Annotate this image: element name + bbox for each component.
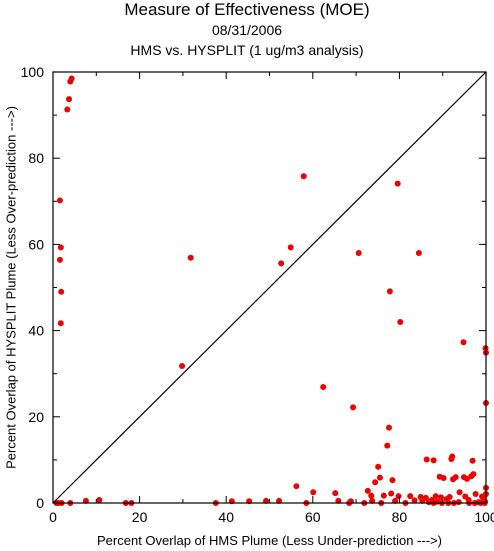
reference-diagonal-line	[52, 71, 487, 504]
data-point	[380, 492, 387, 499]
x-tick-label: 60	[305, 509, 321, 525]
data-point	[469, 457, 476, 464]
data-point	[415, 250, 422, 257]
data-point	[472, 490, 479, 497]
data-point	[376, 474, 383, 481]
data-point	[310, 489, 317, 496]
data-point	[278, 260, 285, 267]
data-point	[56, 197, 63, 204]
data-point	[411, 497, 418, 504]
data-point	[96, 496, 103, 503]
y-tick-label: 20	[28, 409, 44, 425]
x-axis-label: Percent Overlap of HMS Plume (Less Under…	[97, 533, 442, 548]
data-point	[372, 479, 379, 486]
y-tick-label: 60	[28, 236, 44, 252]
data-point	[364, 487, 371, 494]
data-point	[335, 497, 342, 504]
data-point	[179, 362, 186, 369]
x-tick-label: 0	[49, 509, 57, 525]
data-point	[449, 453, 456, 460]
data-point	[320, 384, 327, 391]
data-point	[452, 474, 459, 481]
data-point	[460, 339, 467, 346]
data-point	[440, 475, 447, 482]
data-point	[388, 490, 395, 497]
data-point	[386, 288, 393, 295]
data-point	[68, 75, 75, 82]
data-point	[463, 475, 470, 482]
data-point	[56, 256, 63, 263]
data-point	[350, 404, 357, 411]
data-point	[422, 494, 429, 501]
data-point	[482, 498, 489, 505]
data-point	[375, 463, 382, 470]
data-point	[423, 456, 430, 463]
data-point	[287, 244, 294, 251]
x-tick-label: 20	[132, 509, 148, 525]
data-point	[369, 497, 376, 504]
x-tick-label: 100	[474, 509, 494, 525]
data-point	[263, 497, 270, 504]
data-point	[332, 490, 339, 497]
data-point	[300, 173, 307, 180]
chart-subtitle: HMS vs. HYSPLIT (1 ug/m3 analysis)	[130, 42, 364, 58]
x-tick-label: 40	[218, 509, 234, 525]
data-point	[397, 318, 404, 325]
data-point	[394, 180, 401, 187]
data-point	[66, 96, 73, 103]
data-point	[430, 457, 437, 464]
data-point	[58, 288, 65, 295]
y-axis-label: Percent Overlap of HYSPLIT Plume (Less O…	[3, 106, 18, 469]
chart-date: 08/31/2006	[211, 22, 283, 38]
data-point	[57, 244, 64, 251]
data-point	[368, 492, 375, 499]
data-point	[455, 499, 462, 506]
data-point	[187, 254, 194, 261]
data-point	[384, 442, 391, 449]
data-point	[432, 493, 439, 500]
data-point	[392, 497, 399, 504]
data-point	[57, 320, 64, 327]
data-point	[437, 494, 444, 501]
data-point	[470, 471, 477, 478]
data-point	[276, 497, 283, 504]
y-tick-label: 0	[36, 495, 44, 511]
chart-title: Measure of Effectiveness (MOE)	[124, 0, 370, 19]
points-layer	[53, 75, 489, 506]
data-point	[407, 493, 414, 500]
x-tick-label: 80	[392, 509, 408, 525]
data-point	[456, 489, 463, 496]
data-point	[293, 483, 300, 490]
data-point	[355, 250, 362, 257]
y-tick-label: 100	[21, 64, 45, 80]
data-point	[389, 477, 396, 484]
y-tick-label: 80	[28, 150, 44, 166]
data-point	[386, 424, 393, 431]
y-tick-label: 40	[28, 323, 44, 339]
data-point	[82, 497, 89, 504]
ticks-layer: 0 20 40 60 80 100 0 20 40 60 80 100	[21, 64, 494, 525]
data-point	[64, 106, 71, 113]
data-point	[395, 493, 402, 500]
data-point	[446, 493, 453, 500]
